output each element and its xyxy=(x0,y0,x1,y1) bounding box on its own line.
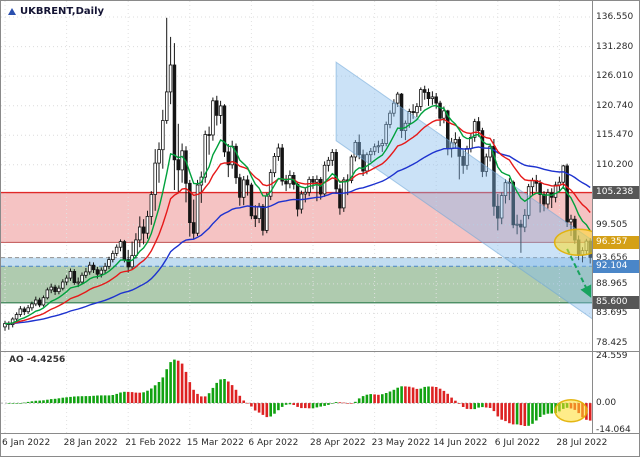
time-axis-label: 28 Apr 2022 xyxy=(310,438,366,448)
time-axis-label: 14 Jun 2022 xyxy=(433,438,488,448)
price-tick-label: 78.425 xyxy=(596,338,628,348)
symbol-text: UKBRENT,Daily xyxy=(20,6,105,17)
time-axis-label: 6 Jul 2022 xyxy=(494,438,541,448)
price-tick-label: 88.965 xyxy=(596,278,628,289)
symbol-marker-icon xyxy=(8,8,16,15)
ao-grid xyxy=(1,352,592,433)
price-level-badge: 105.238 xyxy=(593,186,639,200)
price-highlight-ellipse xyxy=(553,228,592,256)
price-level-badge: 92.104 xyxy=(593,259,639,273)
interim-zone xyxy=(1,257,592,267)
panel-separator-line xyxy=(1,351,639,352)
price-chart-canvas[interactable] xyxy=(1,1,592,351)
price-close-label: 93.656 xyxy=(596,252,628,263)
price-tick-label: 131.280 xyxy=(596,41,634,52)
time-axis-label: 23 May 2022 xyxy=(371,438,431,448)
time-axis-label: 6 Jan 2022 xyxy=(2,438,51,448)
ao-axis-label: 24.559 xyxy=(596,351,628,361)
descending-channel xyxy=(335,61,592,320)
price-tick-label: 99.505 xyxy=(596,219,628,230)
price-tick-label: 83.695 xyxy=(596,308,628,319)
time-axis-separator-line xyxy=(1,433,639,434)
ao-histogram xyxy=(7,359,592,426)
ao-value-label: AO -4.4256 xyxy=(9,355,66,365)
ma-slow xyxy=(4,146,591,325)
price-tick-label: 136.550 xyxy=(596,12,634,22)
price-tick-label: 110.200 xyxy=(596,159,634,170)
axis-separator-line xyxy=(592,1,593,434)
ao-axis-label: 0.00 xyxy=(596,398,617,409)
price-tick-label: 126.010 xyxy=(596,71,634,82)
time-axis-label: 28 Jan 2022 xyxy=(63,438,118,448)
price-level-badge: 96.357 xyxy=(593,235,639,249)
time-axis-label: 21 Feb 2022 xyxy=(125,438,182,448)
time-axis-label: 6 Apr 2022 xyxy=(248,438,299,448)
price-level-badge: 85.600 xyxy=(593,296,639,310)
symbol-timeframe-label: UKBRENT,Daily xyxy=(8,6,104,17)
time-axis-label: 15 Mar 2022 xyxy=(186,438,244,448)
ao-indicator-canvas[interactable] xyxy=(1,352,592,433)
price-tick-label: 120.740 xyxy=(596,100,634,111)
price-tick-label: 115.470 xyxy=(596,130,634,141)
ao-highlight-ellipse xyxy=(554,398,588,423)
ma-mid xyxy=(4,118,591,325)
ma-fast xyxy=(4,104,591,325)
projection-arrow xyxy=(566,248,592,298)
time-axis-label: 28 Jul 2022 xyxy=(556,438,608,448)
ao-axis-label: -14.064 xyxy=(596,425,631,435)
